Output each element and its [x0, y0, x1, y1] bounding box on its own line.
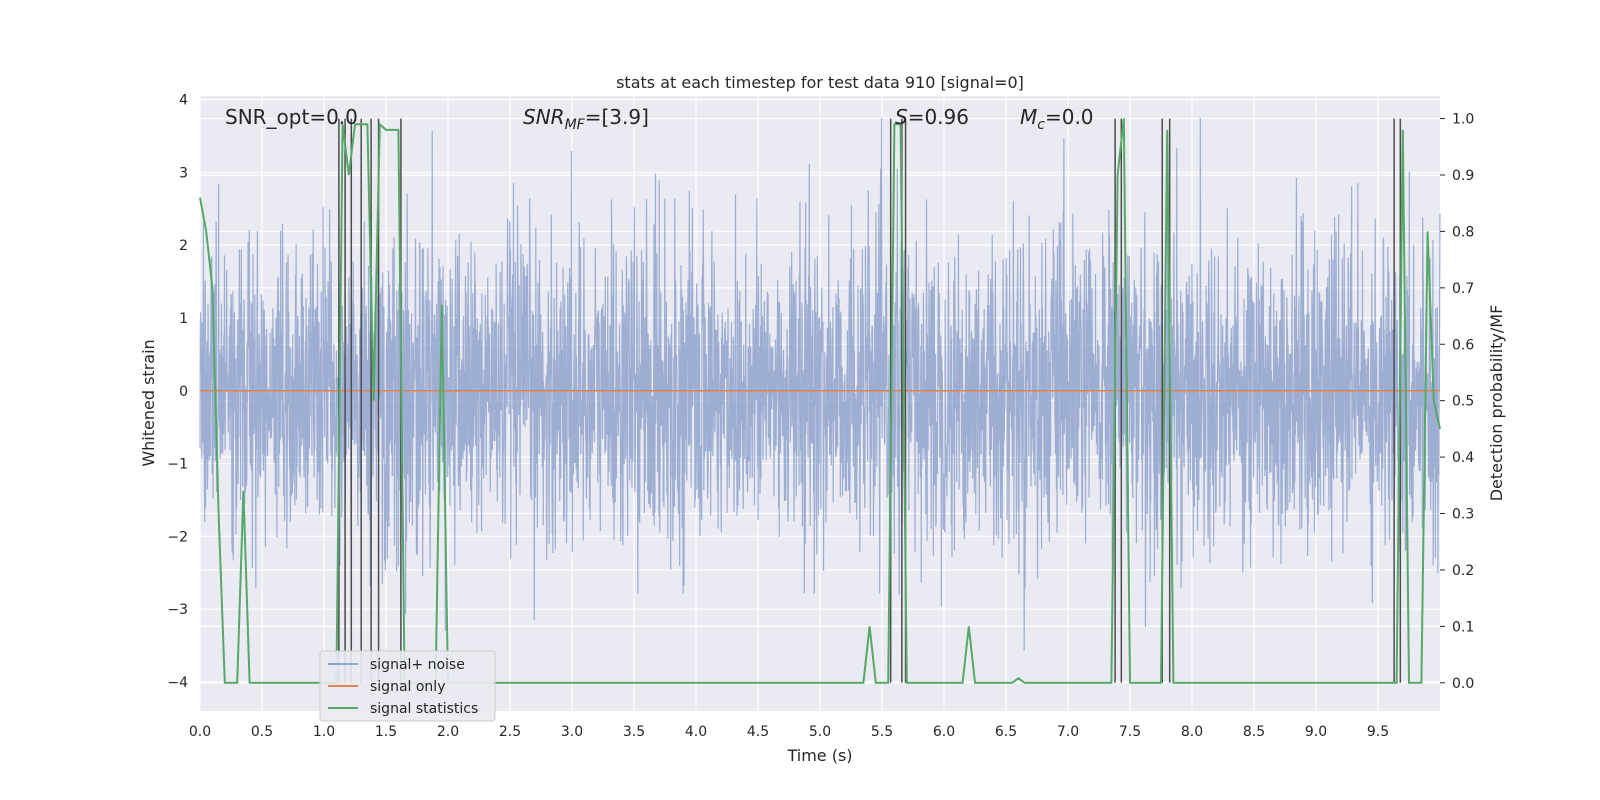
x-tick-label: 5.0	[809, 724, 831, 740]
y-right-tick-label: 0.9	[1452, 168, 1474, 184]
y-left-tick-label: −1	[167, 457, 188, 473]
y-left-tick-label: 1	[179, 311, 188, 327]
chart-title: stats at each timestep for test data 910…	[616, 73, 1024, 92]
x-tick-label: 3.5	[623, 724, 645, 740]
annotation-s-value: =0.96	[908, 105, 969, 129]
x-axis-label: Time (s)	[786, 746, 852, 765]
annotation-snr-mf-value: =[3.9]	[585, 105, 649, 129]
noise-layer	[199, 117, 1441, 651]
x-tick-label: 4.0	[685, 724, 707, 740]
annotation-mc-symbol: M	[1020, 105, 1037, 129]
legend-box	[319, 650, 496, 722]
x-tick-label: 7.5	[1119, 724, 1141, 740]
y-right-tick-label: 0.6	[1452, 337, 1474, 353]
x-tick-label: 3.0	[561, 724, 583, 740]
y-right-tick-label: 0.0	[1452, 676, 1474, 692]
legend-label-noise: signal+ noise	[370, 657, 465, 673]
x-tick-label: 6.5	[995, 724, 1017, 740]
x-tick-label: 0.0	[189, 724, 211, 740]
annotation-snr-mf-sub: MF	[565, 117, 586, 133]
y-right-tick-label: 0.3	[1452, 507, 1474, 523]
y-left-tick-label: 0	[179, 384, 188, 400]
y-left-tick-label: −4	[167, 675, 188, 691]
x-tick-label: 2.0	[437, 724, 459, 740]
y-left-tick-label: 3	[179, 165, 188, 181]
y-left-tick-label: −3	[167, 602, 188, 618]
annotation-snr-mf: SNRMF=[3.9]	[523, 105, 649, 133]
y-right-tick-label: 0.2	[1452, 563, 1474, 579]
x-tick-label: 2.5	[499, 724, 521, 740]
y-right-tick-label: 1.0	[1452, 112, 1474, 128]
stats-layer	[199, 118, 1441, 684]
y-left-tick-label: 4	[179, 93, 188, 109]
series-signal-noise	[199, 117, 1441, 651]
y-left-tick-label: −2	[167, 529, 188, 545]
annotation-snr-mf-symbol: SNR	[523, 105, 565, 129]
y-right-tick-label: 0.1	[1452, 619, 1474, 635]
y-right-tick-label: 0.8	[1452, 224, 1474, 240]
x-tick-label: 7.0	[1057, 724, 1079, 740]
y-right-tick-label: 0.7	[1452, 281, 1474, 297]
y-left-tick-label: 2	[179, 238, 188, 254]
annotation-mc: Mc=0.0	[1020, 105, 1094, 133]
x-tick-label: 9.0	[1305, 724, 1327, 740]
axis-layer: 0.0 0.5 1.0 1.5 2.0 2.5 3.0 3.5 4.0 4.5 5.0 5.5 6.0 6…	[167, 93, 1474, 740]
y-right-tick-label: 0.4	[1452, 450, 1474, 466]
x-tick-label: 6.0	[933, 724, 955, 740]
x-tick-label: 9.5	[1367, 724, 1389, 740]
annotation-s-symbol: S	[895, 105, 908, 129]
y-right-tick-label: 0.5	[1452, 394, 1474, 410]
annotation-s: S=0.96	[895, 105, 969, 129]
x-tick-label: 8.0	[1181, 724, 1203, 740]
y-axis-label-right: Detection probability/MF	[1487, 305, 1506, 502]
annotation-mc-sub: c	[1037, 117, 1045, 133]
y-axis-label-left: Whitened strain	[139, 339, 158, 466]
x-tick-label: 5.5	[871, 724, 893, 740]
legend-label-stats: signal statistics	[370, 701, 478, 717]
x-tick-label: 1.5	[375, 724, 397, 740]
series-signal-statistics	[199, 118, 1441, 684]
x-tick-label: 1.0	[313, 724, 335, 740]
x-tick-label: 8.5	[1243, 724, 1265, 740]
legend-label-signal: signal only	[370, 679, 445, 695]
x-tick-label: 0.5	[251, 724, 273, 740]
annotation-snr-opt: SNR_opt=0.0	[225, 105, 358, 129]
x-tick-label: 4.5	[747, 724, 769, 740]
legend: signal+ noise signal only signal statist…	[319, 650, 496, 722]
annotation-mc-value: =0.0	[1045, 105, 1094, 129]
